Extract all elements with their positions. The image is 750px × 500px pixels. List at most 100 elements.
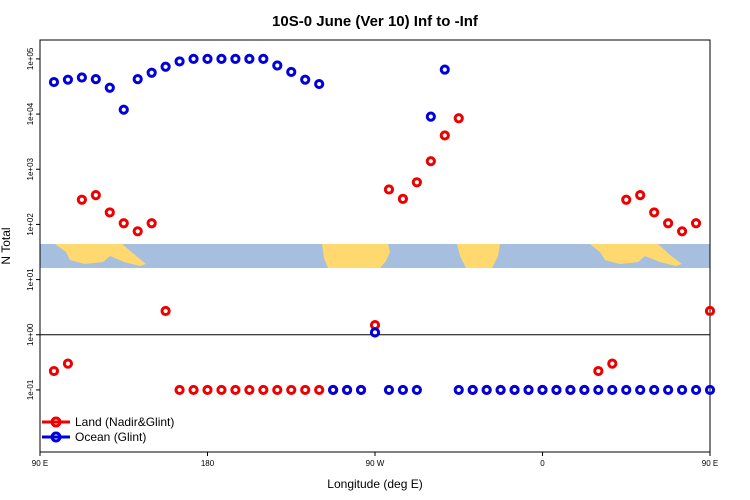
data-point-land (649, 207, 660, 218)
data-point-land (704, 305, 716, 317)
data-point-ocean (621, 384, 632, 396)
data-point-land (300, 384, 311, 396)
data-point-ocean (272, 60, 283, 71)
world-map-strip (40, 244, 710, 268)
legend-label-ocean: Ocean (Glint) (75, 430, 146, 444)
x-axis: 90 E 180 90 W 0 90 E (32, 452, 718, 468)
data-point-ocean (439, 64, 450, 75)
data-point-land (160, 305, 171, 317)
map-land-maritime-continent (55, 244, 146, 266)
data-point-land (188, 384, 199, 396)
data-point-land (453, 113, 464, 124)
y-axis: 1e-01 1e+00 1e+01 1e+02 1e+03 1e+04 1e+05 (26, 47, 40, 400)
data-point-land (397, 193, 409, 205)
data-point-ocean (118, 104, 129, 115)
data-point-ocean (579, 384, 590, 396)
data-point-ocean (328, 384, 339, 396)
data-point-land (621, 194, 632, 205)
data-point-land (244, 384, 255, 396)
data-point-ocean (467, 384, 478, 396)
data-point-ocean (104, 82, 115, 93)
data-point-land (202, 384, 213, 396)
data-points (48, 53, 716, 396)
data-point-ocean (593, 384, 604, 396)
data-point-ocean (397, 384, 409, 396)
x-tick-label: 90 W (366, 459, 385, 468)
data-point-ocean (76, 72, 87, 83)
data-point-ocean (355, 384, 367, 396)
data-point-land (314, 384, 325, 396)
y-tick-label: 1e+00 (26, 323, 35, 346)
y-tick-label: 1e+04 (26, 102, 35, 125)
data-point-ocean (663, 384, 674, 396)
data-point-ocean (188, 53, 199, 64)
data-point-land (90, 189, 101, 201)
data-point-land (593, 365, 604, 377)
data-point-land (118, 218, 129, 229)
data-point-land (425, 156, 436, 167)
data-point-ocean (425, 111, 436, 122)
data-point-ocean (383, 384, 395, 396)
x-tick-label: 90 E (32, 459, 48, 468)
y-tick-label: 1e+05 (26, 47, 35, 70)
data-point-land (104, 207, 115, 218)
data-point-land (132, 226, 143, 237)
data-point-ocean (690, 384, 702, 396)
data-point-ocean (258, 53, 269, 64)
chart-title: 10S-0 June (Ver 10) Inf to -Inf (272, 13, 479, 30)
data-point-ocean (132, 74, 143, 85)
y-axis-label: N Total (0, 227, 13, 264)
data-point-ocean (704, 384, 716, 396)
map-land-south-america (322, 244, 390, 268)
map-land-maritime-continent-repeat (590, 244, 682, 266)
data-point-land (690, 218, 702, 229)
y-tick-label: 1e+01 (26, 268, 35, 291)
data-point-land (635, 189, 646, 201)
data-point-ocean (565, 384, 576, 396)
data-point-land (663, 218, 674, 229)
data-point-ocean (244, 53, 255, 64)
data-point-land (216, 384, 227, 396)
data-point-ocean (216, 53, 227, 64)
data-point-ocean (62, 74, 74, 85)
data-point-ocean (509, 384, 520, 396)
data-point-ocean (495, 384, 506, 396)
data-point-land (411, 177, 422, 188)
x-tick-label: 180 (201, 459, 215, 468)
y-tick-label: 1e-01 (26, 379, 35, 400)
data-point-ocean (523, 384, 534, 396)
data-point-land (146, 218, 157, 229)
data-point-ocean (411, 384, 422, 396)
data-point-land (258, 384, 269, 396)
data-point-land (607, 358, 618, 369)
x-axis-label: Longitude (deg E) (327, 477, 422, 491)
data-point-ocean (48, 76, 60, 88)
data-point-land (383, 184, 395, 195)
data-point-ocean (481, 384, 492, 396)
data-point-ocean (537, 384, 548, 396)
legend-label-land: Land (Nadir&Glint) (75, 415, 174, 429)
data-point-land (230, 384, 241, 396)
data-point-ocean (649, 384, 660, 396)
y-tick-label: 1e+03 (26, 157, 35, 180)
data-point-ocean (635, 384, 646, 396)
data-point-ocean (369, 327, 381, 338)
data-point-ocean (202, 53, 213, 64)
data-point-ocean (300, 74, 311, 85)
data-point-ocean (90, 74, 101, 85)
data-point-ocean (286, 66, 297, 78)
data-point-ocean (230, 53, 241, 64)
data-point-ocean (174, 56, 185, 67)
data-point-land (439, 130, 450, 141)
x-tick-label: 0 (540, 459, 545, 468)
data-point-land (676, 226, 688, 237)
data-point-ocean (341, 384, 353, 396)
legend-marker-land (50, 416, 62, 428)
data-point-ocean (551, 384, 562, 396)
data-point-land (76, 194, 87, 205)
legend: Land (Nadir&Glint) Ocean (Glint) (42, 415, 174, 444)
data-point-land (174, 384, 185, 396)
legend-marker-ocean (50, 431, 62, 443)
data-point-land (286, 384, 297, 396)
